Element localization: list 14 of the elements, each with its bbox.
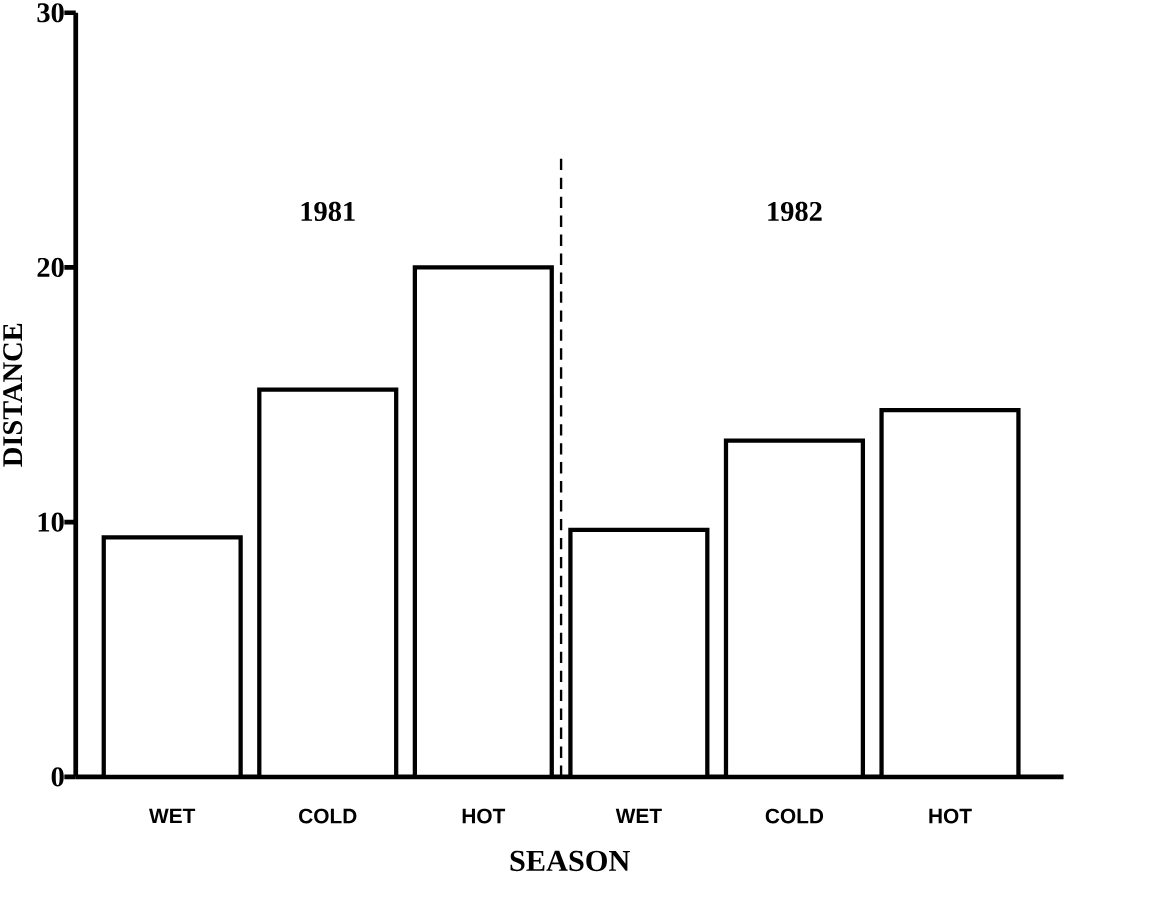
x-tick-label: COLD [299,808,357,824]
x-tick-label: HOT [462,808,506,824]
annotation: 1981 [301,201,355,221]
y-tick-label: 10 [38,512,64,532]
x-tick-label: COLD [765,808,824,824]
y-axis-title: DISTANCE [3,323,23,467]
x-tick-label: WET [149,808,196,823]
y-tick-label: 20 [37,257,64,277]
y-tick-label: 0 [51,767,64,787]
annotation: 1982 [768,201,822,221]
x-tick-label: HOT [929,808,972,824]
x-tick-label: WET [615,808,662,823]
y-tick-label: 30 [37,2,64,23]
x-axis-title: SEASON [510,850,630,871]
